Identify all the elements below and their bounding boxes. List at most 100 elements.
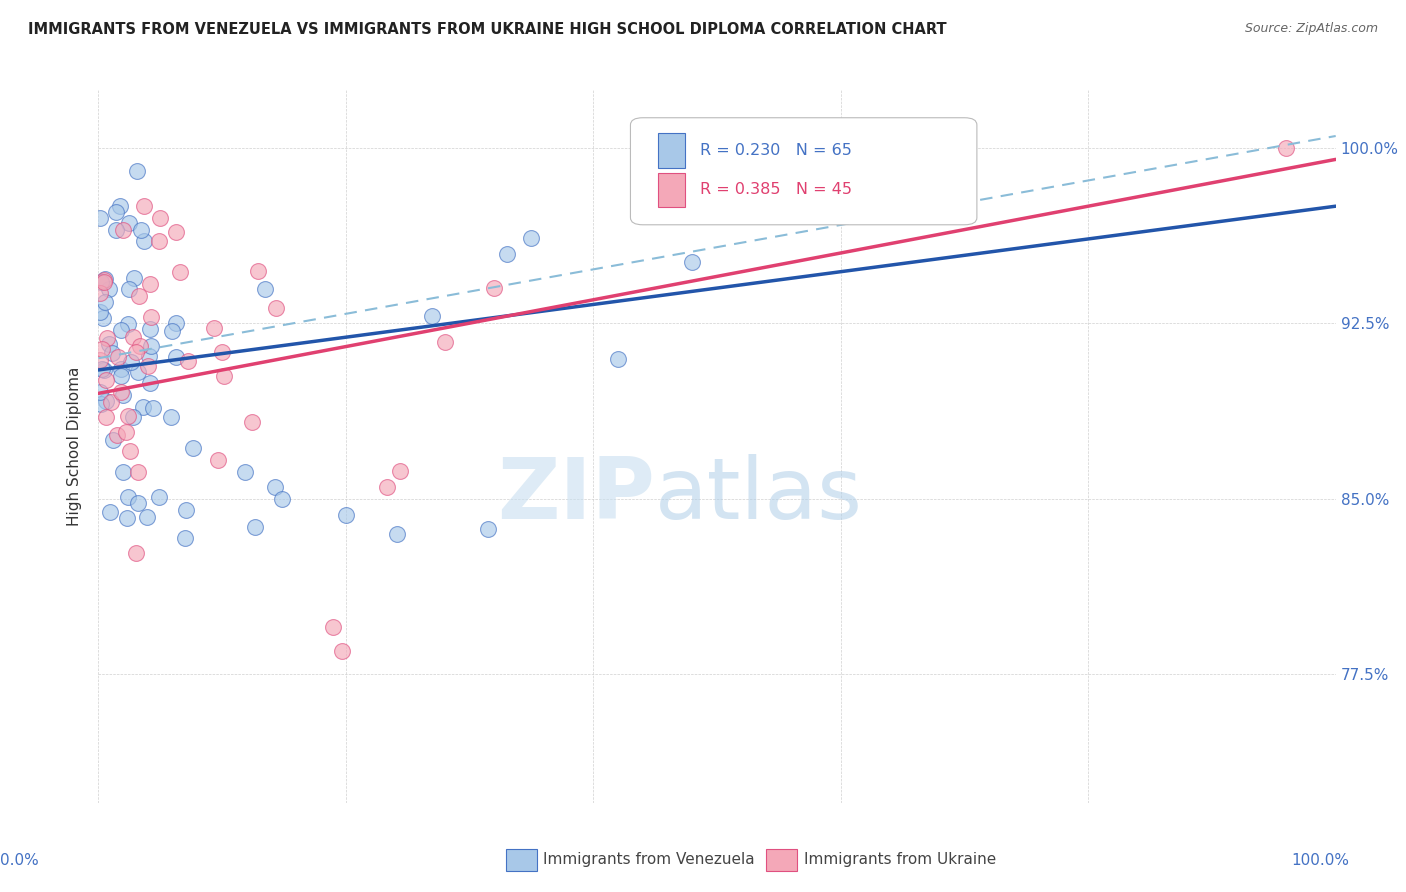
Point bbox=[136, 510, 159, 524]
Point bbox=[120, 355, 142, 369]
Point bbox=[107, 351, 129, 365]
Point bbox=[98, 282, 121, 296]
Point bbox=[207, 452, 229, 467]
Point bbox=[127, 164, 149, 178]
Point bbox=[96, 393, 118, 408]
Point bbox=[127, 466, 149, 480]
Point bbox=[101, 346, 124, 360]
Point bbox=[91, 362, 114, 376]
Point bbox=[129, 222, 152, 236]
Point bbox=[149, 211, 172, 225]
Point bbox=[607, 351, 630, 366]
Point bbox=[233, 465, 256, 479]
Text: R = 0.230   N = 65: R = 0.230 N = 65 bbox=[700, 143, 852, 158]
Text: IMMIGRANTS FROM VENEZUELA VS IMMIGRANTS FROM UKRAINE HIGH SCHOOL DIPLOMA CORRELA: IMMIGRANTS FROM VENEZUELA VS IMMIGRANTS … bbox=[28, 22, 946, 37]
Point bbox=[94, 272, 117, 286]
Point bbox=[240, 415, 263, 429]
Point bbox=[520, 231, 543, 245]
Point bbox=[89, 304, 111, 318]
Point bbox=[212, 369, 235, 384]
Point bbox=[129, 339, 152, 353]
Point bbox=[94, 294, 117, 309]
Point bbox=[110, 369, 132, 384]
Point bbox=[89, 211, 111, 225]
Point bbox=[125, 546, 148, 560]
Text: 0.0%: 0.0% bbox=[0, 853, 39, 868]
Point bbox=[134, 199, 156, 213]
Point bbox=[117, 490, 139, 504]
Point bbox=[139, 277, 162, 292]
Point bbox=[141, 310, 163, 324]
Point bbox=[89, 352, 111, 367]
Point bbox=[127, 365, 149, 379]
Point bbox=[128, 289, 150, 303]
Point bbox=[385, 526, 408, 541]
Point bbox=[477, 522, 499, 536]
Bar bbox=[658, 134, 685, 168]
Point bbox=[108, 199, 131, 213]
Point bbox=[105, 427, 128, 442]
Text: 100.0%: 100.0% bbox=[1292, 853, 1350, 868]
Point bbox=[118, 282, 141, 296]
Point bbox=[496, 247, 519, 261]
Point bbox=[111, 222, 134, 236]
Point bbox=[110, 362, 132, 376]
Point bbox=[120, 444, 142, 458]
Text: ZIP: ZIP bbox=[498, 454, 655, 538]
Point bbox=[100, 394, 122, 409]
Point bbox=[125, 345, 148, 359]
Text: Source: ZipAtlas.com: Source: ZipAtlas.com bbox=[1244, 22, 1378, 36]
Point bbox=[122, 271, 145, 285]
Point bbox=[117, 409, 139, 424]
Point bbox=[122, 409, 145, 424]
Point bbox=[110, 385, 132, 400]
Point bbox=[245, 519, 267, 533]
Text: Immigrants from Ukraine: Immigrants from Ukraine bbox=[804, 853, 997, 867]
Point bbox=[93, 363, 115, 377]
Point bbox=[105, 205, 128, 219]
Point bbox=[132, 234, 155, 248]
Point bbox=[98, 337, 121, 351]
Point bbox=[90, 275, 112, 289]
Point bbox=[89, 285, 111, 300]
Point bbox=[127, 496, 149, 510]
Point bbox=[117, 317, 139, 331]
Point bbox=[91, 310, 114, 325]
Point bbox=[96, 331, 118, 345]
Point bbox=[177, 353, 200, 368]
Point bbox=[148, 490, 170, 504]
Point bbox=[165, 225, 187, 239]
Point bbox=[141, 338, 163, 352]
Point bbox=[176, 503, 198, 517]
Point bbox=[114, 425, 136, 439]
Point bbox=[162, 324, 184, 338]
Point bbox=[111, 388, 134, 402]
Point bbox=[90, 342, 112, 356]
Point bbox=[377, 480, 399, 494]
Point bbox=[139, 321, 162, 335]
Point bbox=[148, 234, 170, 248]
Point bbox=[264, 480, 287, 494]
Bar bbox=[658, 173, 685, 207]
Point bbox=[90, 397, 112, 411]
Point bbox=[111, 465, 134, 479]
Y-axis label: High School Diploma: High School Diploma bbox=[67, 367, 83, 525]
Text: R = 0.385   N = 45: R = 0.385 N = 45 bbox=[700, 182, 852, 197]
Point bbox=[93, 272, 115, 286]
Point bbox=[169, 264, 191, 278]
Point bbox=[115, 511, 138, 525]
Point bbox=[89, 385, 111, 400]
Point bbox=[254, 282, 277, 296]
Point bbox=[246, 264, 269, 278]
Point bbox=[174, 532, 197, 546]
Point bbox=[1275, 141, 1298, 155]
Point bbox=[159, 409, 181, 424]
Point bbox=[204, 321, 226, 335]
Point bbox=[96, 373, 118, 387]
Point bbox=[94, 409, 117, 424]
Text: atlas: atlas bbox=[655, 454, 863, 538]
Point bbox=[93, 275, 115, 289]
Point bbox=[118, 216, 141, 230]
Point bbox=[138, 350, 160, 364]
Point bbox=[484, 281, 506, 295]
